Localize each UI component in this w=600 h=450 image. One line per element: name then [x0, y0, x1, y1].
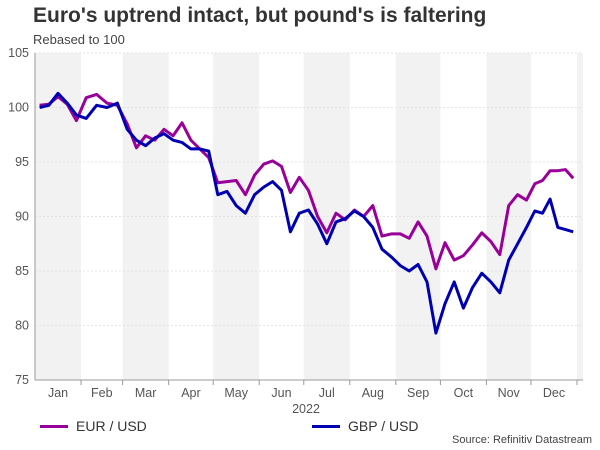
chart-title: Euro's uptrend intact, but pound's is fa…	[33, 4, 487, 27]
y-tick-label: 85	[15, 264, 29, 278]
legend-label-eur: EUR / USD	[76, 418, 147, 434]
series-line-gbp-usd	[39, 91, 574, 335]
source-note: Source: Refinitiv Datastream	[452, 434, 592, 446]
x-tick-label: Jul	[319, 386, 335, 400]
legend-swatch-eur	[40, 424, 68, 428]
month-band	[395, 53, 441, 380]
x-tick-label: Jun	[271, 386, 291, 400]
y-tick-label: 100	[8, 101, 29, 115]
month-band	[122, 53, 169, 380]
legend-swatch-gbp	[312, 424, 340, 428]
y-tick-label: 105	[8, 46, 29, 60]
legend-item-eur: EUR / USD	[40, 418, 147, 434]
x-tick-label: May	[224, 386, 248, 400]
y-tick-label: 75	[15, 373, 29, 387]
series-line-eur-usd	[39, 92, 575, 271]
x-tick-label: Feb	[91, 386, 113, 400]
x-tick-label: Apr	[181, 386, 200, 400]
legend-item-gbp: GBP / USD	[312, 418, 419, 434]
chart-subtitle: Rebased to 100	[33, 32, 125, 47]
x-tick-label: Mar	[135, 386, 157, 400]
y-tick-label: 95	[15, 155, 29, 169]
y-tick-label: 80	[15, 319, 29, 333]
legend-label-gbp: GBP / USD	[348, 418, 419, 434]
x-tick-label: Oct	[454, 386, 474, 400]
x-tick-label: Aug	[362, 386, 384, 400]
x-tick-label: Jan	[48, 386, 68, 400]
x-tick-label: Sep	[407, 386, 429, 400]
x-tick-label: Dec	[543, 386, 565, 400]
x-tick-label: Nov	[498, 386, 521, 400]
month-band	[35, 53, 82, 380]
x-axis-label: 2022	[292, 402, 320, 416]
y-tick-label: 90	[15, 210, 29, 224]
